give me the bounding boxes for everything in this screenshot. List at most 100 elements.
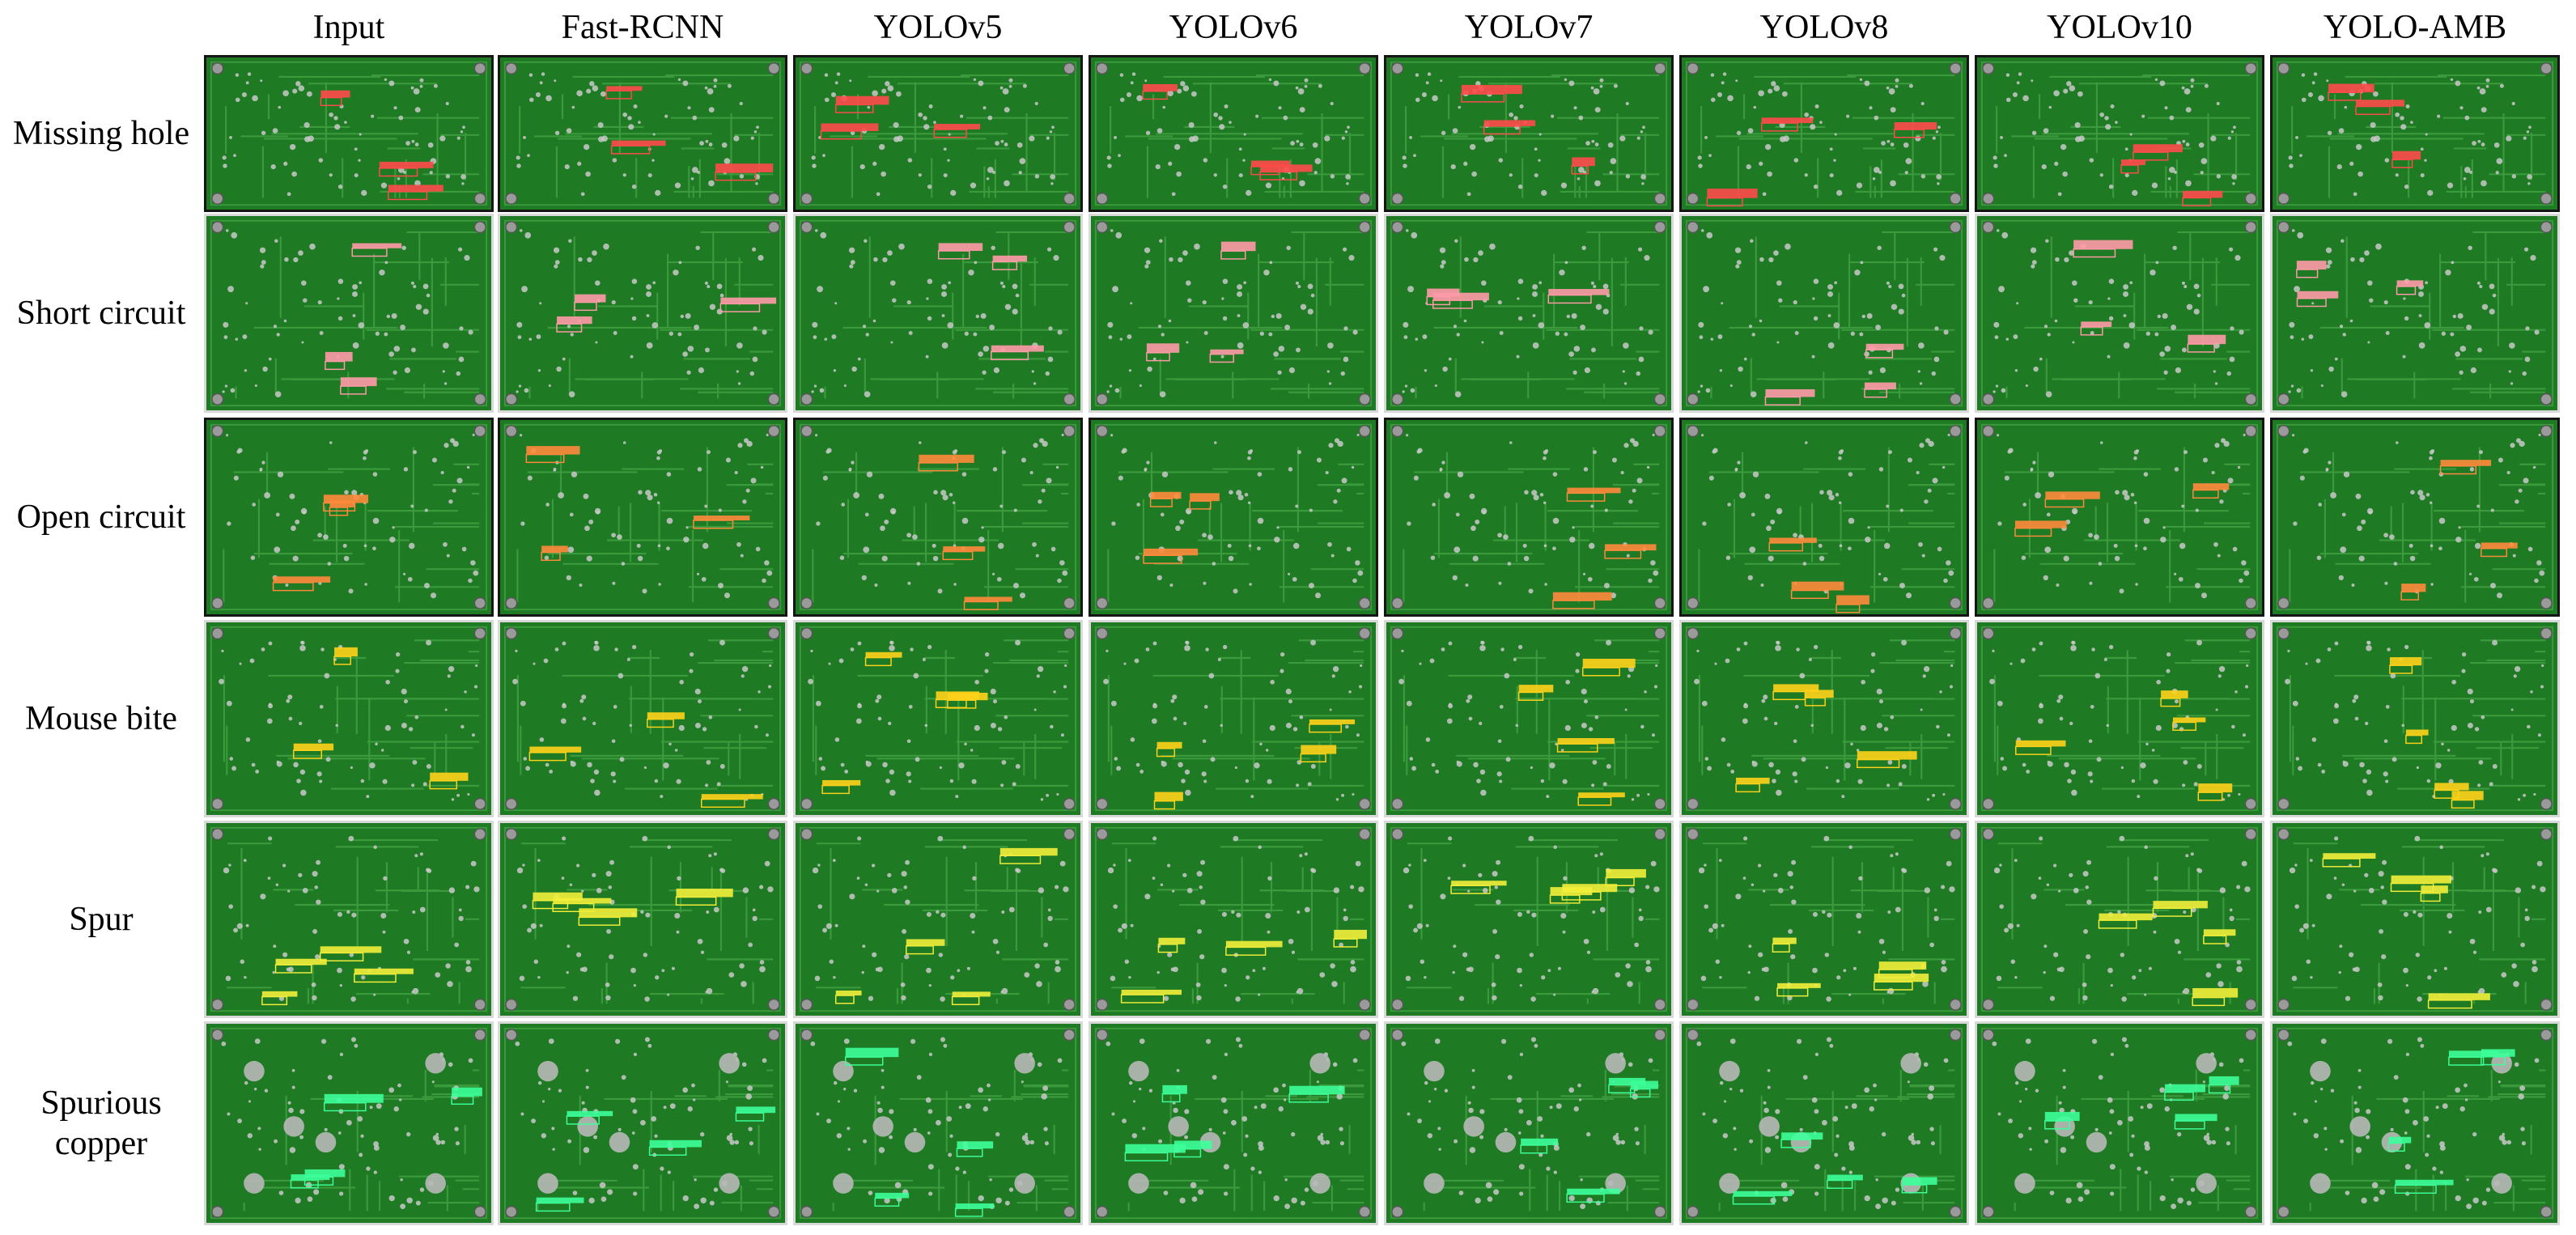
pcb-board-graphic	[1977, 622, 2262, 815]
pcb-board-graphic	[1682, 1024, 1967, 1223]
pcb-image	[1384, 418, 1674, 617]
pcb-image	[498, 214, 787, 413]
pcb-image	[1679, 418, 1969, 617]
pcb-image	[1679, 821, 1969, 1018]
pcb-image	[1679, 1021, 1969, 1225]
column-header-6: YOLOv10	[2047, 9, 2192, 46]
pcb-board-graphic	[1386, 823, 1671, 1016]
pcb-image	[498, 55, 787, 212]
pcb-board-graphic	[1091, 622, 1376, 815]
pcb-board-graphic	[2273, 57, 2557, 210]
row-label-0: Missing hole	[0, 55, 202, 212]
pcb-board-graphic	[1386, 216, 1671, 410]
pcb-image	[1975, 55, 2264, 212]
pcb-image	[1975, 1021, 2264, 1225]
pcb-board-graphic	[1386, 1024, 1671, 1223]
pcb-board-graphic	[1682, 823, 1967, 1016]
pcb-board-graphic	[1386, 420, 1671, 614]
pcb-board-graphic	[500, 420, 785, 614]
pcb-board-graphic	[1091, 57, 1376, 210]
pcb-board-graphic	[500, 57, 785, 210]
pcb-image	[204, 821, 494, 1018]
pcb-image	[793, 821, 1083, 1018]
pcb-board-graphic	[206, 1024, 491, 1223]
pcb-image	[793, 55, 1083, 212]
pcb-image	[1384, 214, 1674, 413]
row-label-3: Mouse bite	[0, 620, 202, 817]
pcb-image	[1679, 620, 1969, 817]
pcb-image	[1089, 620, 1378, 817]
column-header-5: YOLOv8	[1759, 9, 1889, 46]
row-label-5: Spurious copper	[0, 1021, 202, 1225]
pcb-board-graphic	[206, 420, 491, 614]
pcb-board-graphic	[796, 420, 1080, 614]
pcb-board-graphic	[1091, 216, 1376, 410]
pcb-board-graphic	[500, 1024, 785, 1223]
pcb-board-graphic	[796, 823, 1080, 1016]
pcb-image	[2270, 214, 2560, 413]
pcb-image	[204, 1021, 494, 1225]
row-label-2: Open circuit	[0, 418, 202, 617]
pcb-board-graphic	[1977, 1024, 2262, 1223]
pcb-image	[1679, 214, 1969, 413]
pcb-image	[1384, 821, 1674, 1018]
pcb-board-graphic	[796, 1024, 1080, 1223]
pcb-board-graphic	[796, 622, 1080, 815]
pcb-image	[793, 1021, 1083, 1225]
pcb-image	[793, 620, 1083, 817]
pcb-board-graphic	[796, 57, 1080, 210]
pcb-image	[204, 418, 494, 617]
column-header-7: YOLO-AMB	[2323, 9, 2507, 46]
row-label-line: Missing hole	[12, 115, 190, 152]
pcb-board-graphic	[1091, 1024, 1376, 1223]
pcb-image	[1089, 1021, 1378, 1225]
pcb-board-graphic	[2273, 420, 2557, 614]
pcb-board-graphic	[1682, 420, 1967, 614]
pcb-board-graphic	[2273, 1024, 2557, 1223]
pcb-board-graphic	[2273, 823, 2557, 1016]
pcb-image	[1975, 821, 2264, 1018]
pcb-board-graphic	[1977, 216, 2262, 410]
pcb-image	[1975, 214, 2264, 413]
row-label-line: Spurious	[40, 1084, 162, 1122]
pcb-board-graphic	[500, 823, 785, 1016]
pcb-image	[793, 214, 1083, 413]
pcb-image	[1089, 55, 1378, 212]
pcb-image	[204, 55, 494, 212]
pcb-board-graphic	[796, 216, 1080, 410]
pcb-board-graphic	[1977, 57, 2262, 210]
column-header-3: YOLOv6	[1169, 9, 1298, 46]
pcb-image	[498, 1021, 787, 1225]
pcb-board-graphic	[2273, 216, 2557, 410]
pcb-image	[1384, 1021, 1674, 1225]
row-label-line: Mouse bite	[25, 700, 177, 737]
column-header-2: YOLOv5	[873, 9, 1003, 46]
pcb-board-graphic	[1386, 622, 1671, 815]
pcb-image	[498, 821, 787, 1018]
pcb-image	[1384, 55, 1674, 212]
pcb-board-graphic	[1682, 57, 1967, 210]
pcb-image	[2270, 55, 2560, 212]
pcb-board-graphic	[1091, 823, 1376, 1016]
pcb-board-graphic	[1386, 57, 1671, 210]
pcb-board-graphic	[1977, 823, 2262, 1016]
pcb-board-graphic	[206, 622, 491, 815]
pcb-image	[793, 418, 1083, 617]
pcb-board-graphic	[1682, 622, 1967, 815]
pcb-image	[1975, 418, 2264, 617]
pcb-board-graphic	[1682, 216, 1967, 410]
pcb-board-graphic	[206, 57, 491, 210]
pcb-image	[498, 620, 787, 817]
column-header-0: Input	[312, 9, 385, 46]
pcb-board-graphic	[1091, 420, 1376, 614]
pcb-board-graphic	[500, 622, 785, 815]
pcb-image	[2270, 620, 2560, 817]
pcb-board-graphic	[1977, 420, 2262, 614]
column-header-4: YOLOv7	[1464, 9, 1594, 46]
pcb-image	[2270, 821, 2560, 1018]
pcb-board-graphic	[206, 216, 491, 410]
pcb-image	[1679, 55, 1969, 212]
row-label-line: Short circuit	[16, 295, 186, 332]
row-label-4: Spur	[0, 821, 202, 1018]
